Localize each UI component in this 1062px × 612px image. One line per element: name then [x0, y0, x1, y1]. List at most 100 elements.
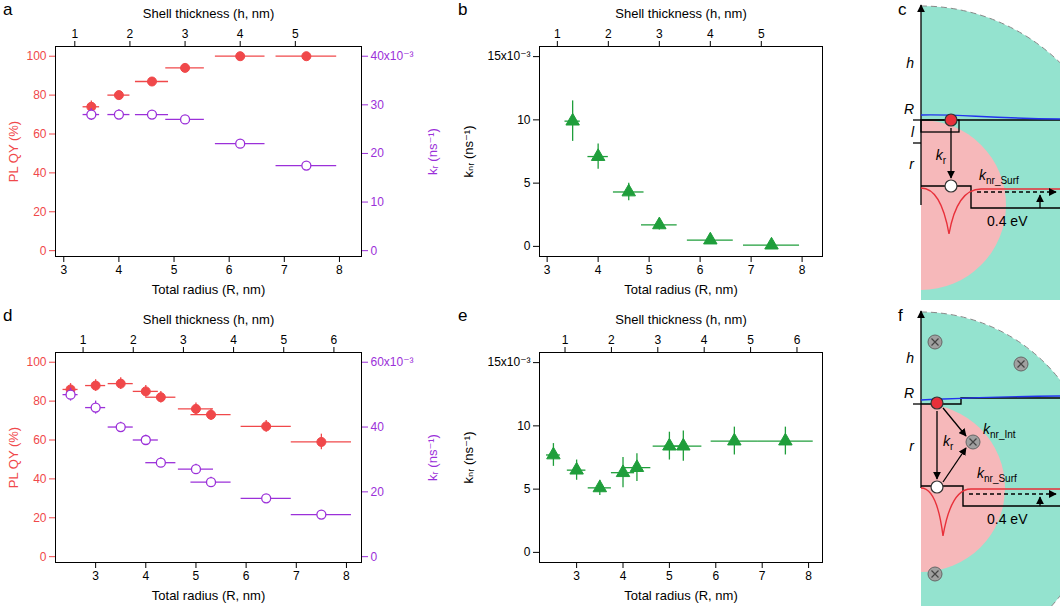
svg-text:6: 6 [697, 263, 704, 277]
svg-text:40: 40 [33, 472, 47, 486]
svg-text:3: 3 [544, 263, 551, 277]
svg-text:8: 8 [805, 569, 812, 583]
svg-text:knr_Int: knr_Int [983, 421, 1016, 440]
svg-text:7: 7 [281, 263, 288, 277]
svg-text:8: 8 [336, 263, 343, 277]
svg-text:5: 5 [171, 263, 178, 277]
svg-text:kr: kr [936, 147, 947, 166]
svg-text:3: 3 [654, 333, 661, 347]
svg-text:7: 7 [293, 569, 300, 583]
svg-text:0: 0 [371, 550, 378, 564]
svg-text:7: 7 [748, 263, 755, 277]
svg-text:2: 2 [127, 27, 134, 41]
svg-text:80: 80 [33, 394, 47, 408]
svg-text:15x10⁻³: 15x10⁻³ [487, 49, 530, 63]
svg-text:h: h [906, 350, 914, 366]
svg-text:80: 80 [33, 88, 47, 102]
svg-text:R: R [904, 385, 914, 401]
svg-text:knr_Surf: knr_Surf [979, 167, 1019, 186]
svg-text:r: r [909, 438, 915, 454]
svg-text:60: 60 [33, 433, 47, 447]
svg-text:5: 5 [666, 569, 673, 583]
svg-text:1: 1 [554, 27, 561, 41]
svg-text:0: 0 [40, 550, 47, 564]
svg-text:Shell thickness (h, nm): Shell thickness (h, nm) [143, 312, 275, 327]
svg-text:60x10⁻³: 60x10⁻³ [371, 355, 414, 369]
svg-text:10: 10 [517, 113, 531, 127]
svg-text:Total radius (R, nm): Total radius (R, nm) [152, 588, 265, 603]
svg-text:60: 60 [33, 127, 47, 141]
svg-text:10: 10 [517, 419, 531, 433]
svg-text:2: 2 [130, 333, 137, 347]
svg-text:8: 8 [799, 263, 806, 277]
svg-text:4: 4 [707, 27, 714, 41]
svg-text:5: 5 [280, 333, 287, 347]
svg-text:1: 1 [80, 333, 87, 347]
svg-text:kₙᵣ (ns⁻¹): kₙᵣ (ns⁻¹) [461, 126, 476, 178]
svg-text:4: 4 [142, 569, 149, 583]
svg-text:6: 6 [226, 263, 233, 277]
svg-text:4: 4 [116, 263, 123, 277]
svg-text:20: 20 [371, 146, 385, 160]
svg-text:3: 3 [573, 569, 580, 583]
svg-text:kr: kr [943, 433, 954, 452]
svg-text:3: 3 [92, 569, 99, 583]
svg-text:Shell thickness (h, nm): Shell thickness (h, nm) [615, 6, 747, 21]
svg-text:100: 100 [26, 49, 46, 63]
svg-text:Shell thickness (h, nm): Shell thickness (h, nm) [615, 312, 747, 327]
svg-text:6: 6 [794, 333, 801, 347]
svg-text:5: 5 [524, 176, 531, 190]
svg-text:4: 4 [595, 263, 602, 277]
svg-text:1: 1 [562, 333, 569, 347]
svg-text:knr_Surf: knr_Surf [977, 465, 1017, 484]
svg-text:6: 6 [331, 333, 338, 347]
svg-text:7: 7 [759, 569, 766, 583]
svg-text:Total radius (R, nm): Total radius (R, nm) [624, 588, 737, 603]
svg-text:5: 5 [292, 27, 299, 41]
svg-text:15x10⁻³: 15x10⁻³ [487, 355, 530, 369]
svg-text:Total radius (R, nm): Total radius (R, nm) [624, 282, 737, 297]
svg-text:5: 5 [524, 482, 531, 496]
svg-text:3: 3 [656, 27, 663, 41]
svg-text:30: 30 [371, 98, 385, 112]
svg-text:6: 6 [712, 569, 719, 583]
svg-text:20: 20 [33, 205, 47, 219]
svg-text:5: 5 [193, 569, 200, 583]
svg-text:20: 20 [371, 485, 385, 499]
svg-text:0: 0 [524, 239, 531, 253]
svg-text:40: 40 [371, 420, 385, 434]
svg-text:Total radius (R, nm): Total radius (R, nm) [152, 282, 265, 297]
svg-text:5: 5 [758, 27, 765, 41]
svg-text:l: l [911, 124, 915, 140]
svg-text:2: 2 [608, 333, 615, 347]
svg-text:0: 0 [524, 545, 531, 559]
svg-text:0: 0 [371, 244, 378, 258]
svg-text:3: 3 [180, 333, 187, 347]
svg-text:4: 4 [620, 569, 627, 583]
svg-text:20: 20 [33, 511, 47, 525]
svg-text:3: 3 [182, 27, 189, 41]
svg-text:kᵣ (ns⁻¹): kᵣ (ns⁻¹) [425, 434, 440, 481]
svg-text:5: 5 [646, 263, 653, 277]
svg-text:0.4 eV: 0.4 eV [987, 213, 1028, 229]
svg-text:100: 100 [26, 355, 46, 369]
svg-text:8: 8 [343, 569, 350, 583]
svg-text:R: R [904, 101, 914, 117]
svg-text:h: h [906, 55, 914, 71]
svg-text:4: 4 [237, 27, 244, 41]
svg-text:1: 1 [71, 27, 78, 41]
svg-text:3: 3 [60, 263, 67, 277]
svg-text:2: 2 [605, 27, 612, 41]
svg-text:PL QY (%): PL QY (%) [6, 427, 21, 488]
svg-text:PL QY (%): PL QY (%) [6, 121, 21, 182]
svg-text:0: 0 [40, 244, 47, 258]
svg-text:Shell thickness (h, nm): Shell thickness (h, nm) [143, 6, 275, 21]
svg-text:0.4 eV: 0.4 eV [987, 511, 1028, 527]
svg-text:4: 4 [230, 333, 237, 347]
svg-text:r: r [909, 156, 915, 172]
svg-text:6: 6 [243, 569, 250, 583]
svg-text:10: 10 [371, 195, 385, 209]
svg-text:40: 40 [33, 166, 47, 180]
svg-text:kₙᵣ (ns⁻¹): kₙᵣ (ns⁻¹) [461, 432, 476, 484]
svg-text:5: 5 [747, 333, 754, 347]
